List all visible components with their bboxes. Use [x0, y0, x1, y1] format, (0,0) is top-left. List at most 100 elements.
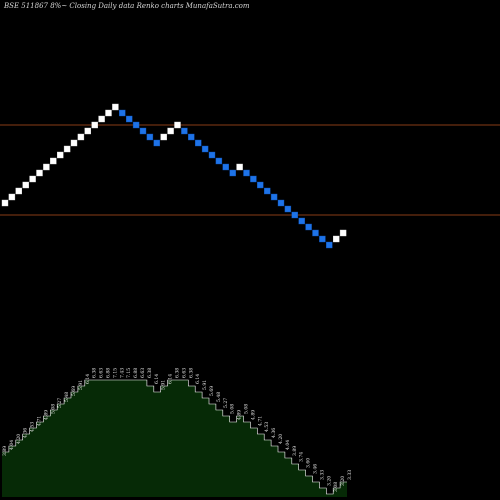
price-label: 3.60	[306, 458, 312, 468]
up-brick	[57, 151, 64, 159]
price-label: 6.63	[99, 368, 105, 378]
down-brick	[132, 121, 140, 129]
up-brick	[15, 187, 23, 195]
up-brick	[339, 229, 347, 237]
price-label: 3.33	[319, 470, 325, 480]
price-label: 4.04	[9, 440, 15, 450]
price-label: 5.69	[209, 386, 215, 396]
up-brick	[77, 133, 85, 141]
up-brick	[174, 121, 181, 129]
down-brick	[201, 145, 209, 153]
price-label: 4.89	[43, 410, 49, 420]
price-label: 4.20	[16, 434, 22, 444]
up-brick	[105, 109, 112, 117]
price-label: 5.08	[244, 404, 250, 414]
price-label: 4.71	[37, 416, 43, 426]
price-label: 6.38	[92, 368, 98, 378]
price-label: 7.15	[126, 368, 132, 378]
price-label: 3.20	[326, 476, 332, 486]
price-label: 4.53	[30, 422, 36, 432]
price-label: 5.08	[230, 404, 236, 414]
up-brick	[167, 127, 174, 135]
price-label: 6.63	[140, 368, 146, 378]
price-label: 5.91	[202, 380, 208, 390]
up-brick	[91, 121, 98, 129]
lower-panel	[2, 379, 347, 497]
up-brick	[63, 145, 71, 153]
price-label: 4.53	[264, 422, 270, 432]
price-label: 6.38	[147, 368, 153, 378]
price-label: 7.15	[112, 368, 118, 378]
chart-title: BSE 511867 8%~ Closing Daily data Renko …	[3, 2, 250, 10]
price-label: 4.36	[23, 428, 29, 438]
price-label: 4.04	[285, 440, 291, 450]
up-brick	[36, 169, 43, 177]
down-brick	[139, 127, 147, 135]
price-label: 7.43	[119, 368, 125, 378]
down-brick	[222, 163, 230, 171]
price-label: 4.71	[257, 416, 263, 426]
down-brick	[188, 133, 195, 141]
volume-area	[2, 380, 347, 497]
down-brick	[326, 241, 333, 249]
down-brick	[319, 235, 326, 243]
guide-lines	[0, 124, 500, 216]
down-brick	[181, 127, 188, 135]
down-brick	[312, 229, 319, 237]
price-label: 6.14	[195, 374, 201, 384]
down-brick	[298, 217, 305, 225]
up-brick	[112, 103, 119, 111]
up-brick	[43, 163, 50, 171]
price-label: 5.27	[57, 398, 63, 408]
down-brick	[229, 169, 236, 177]
down-brick	[208, 151, 216, 159]
price-label: 3.33	[347, 470, 353, 480]
down-brick	[125, 115, 133, 123]
price-label: 3.74	[299, 452, 305, 462]
price-label: 6.38	[188, 368, 194, 378]
down-brick	[264, 187, 271, 195]
up-brick	[22, 181, 29, 189]
price-label: 3.20	[340, 476, 346, 486]
price-label: 3.89	[2, 446, 8, 456]
up-brick	[8, 193, 16, 201]
price-label: 4.20	[278, 434, 284, 444]
price-label: 4.89	[250, 410, 256, 420]
price-label: 6.14	[154, 374, 160, 384]
down-brick	[257, 181, 264, 189]
renko-bricks	[1, 103, 347, 249]
price-label: 6.88	[133, 368, 139, 378]
down-brick	[250, 175, 257, 183]
price-label: 5.48	[64, 392, 70, 402]
price-label: 5.91	[78, 380, 84, 390]
down-brick	[146, 133, 154, 141]
down-brick	[119, 109, 126, 117]
down-brick	[215, 157, 223, 165]
up-brick	[84, 127, 92, 135]
price-label: 4.36	[271, 428, 277, 438]
price-label: 6.14	[85, 374, 91, 384]
up-brick	[160, 133, 167, 141]
down-brick	[305, 223, 312, 231]
up-brick	[50, 157, 57, 165]
up-brick	[29, 175, 36, 183]
price-label: 3.08	[333, 482, 339, 492]
up-brick	[98, 115, 105, 123]
price-label: 5.91	[161, 380, 167, 390]
down-brick	[291, 211, 298, 219]
up-brick	[70, 139, 78, 147]
down-brick	[194, 139, 202, 147]
down-brick	[270, 193, 278, 201]
down-brick	[153, 139, 161, 147]
down-brick	[284, 205, 292, 213]
price-label: 6.38	[175, 368, 181, 378]
up-brick	[1, 199, 9, 207]
price-label: 5.69	[71, 386, 77, 396]
price-label: 6.88	[106, 368, 112, 378]
price-label: 6.14	[168, 374, 174, 384]
price-label: 6.63	[181, 368, 187, 378]
price-label: 4.89	[237, 410, 243, 420]
price-label: 5.27	[223, 398, 229, 408]
price-labels: 3.894.044.204.364.534.714.895.085.275.48…	[2, 368, 353, 492]
